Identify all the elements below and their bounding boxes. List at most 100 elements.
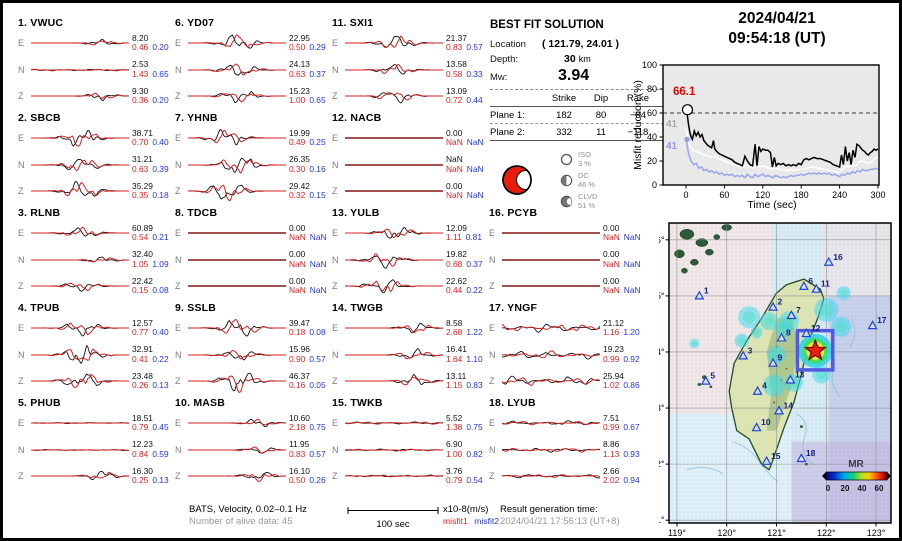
misfit2-value: 0.75 bbox=[309, 422, 326, 433]
focal-mechanism-beachball bbox=[502, 165, 532, 195]
channel-label: N bbox=[489, 254, 496, 265]
event-date: 2024/04/21 bbox=[738, 10, 816, 27]
series-reference-misfit bbox=[685, 139, 879, 179]
waveform-plot bbox=[345, 227, 443, 239]
waveform-plot bbox=[345, 63, 443, 75]
channel-row: Z 3.76 0.79 0.54 bbox=[332, 463, 486, 490]
amp-value: 0.00 bbox=[289, 249, 306, 260]
station-number: 14 bbox=[784, 400, 794, 410]
misfit1-value: 1.64 bbox=[446, 353, 463, 364]
waveform-plot bbox=[31, 471, 129, 481]
misfit1-value: 0.68 bbox=[446, 258, 463, 269]
misfit2-value: 0.82 bbox=[466, 448, 483, 459]
svg-text:100: 100 bbox=[642, 60, 657, 70]
misfit2-value: 0.15 bbox=[309, 190, 326, 201]
channel-row: N 19.23 0.99 0.92 bbox=[489, 342, 643, 369]
station-block: 5. PHUB E 18.51 0.79 0.45 N 12.23 0.84 0.59 Z 16.3… bbox=[18, 397, 172, 490]
channel-row: E 39.47 0.18 0.08 bbox=[175, 315, 329, 342]
misfit2-value: 0.22 bbox=[466, 285, 483, 296]
station-marker bbox=[694, 290, 705, 300]
svg-text:41: 41 bbox=[666, 141, 678, 152]
time-scalebar: 100 sec bbox=[347, 506, 439, 532]
amplitude-units: x10-8(m/s) bbox=[443, 504, 489, 515]
amp-value: 13.11 bbox=[446, 370, 467, 381]
waveform-plot bbox=[31, 158, 129, 171]
channel-row: N 13.58 0.58 0.33 bbox=[332, 57, 486, 84]
channel-row: E 21.37 0.83 0.57 bbox=[332, 30, 486, 57]
station-marker bbox=[752, 385, 763, 395]
channel-row: E 8.20 0.46 0.20 bbox=[18, 30, 172, 57]
channel-row: Z 13.09 0.72 0.44 bbox=[332, 83, 486, 110]
channel-row: E 0.00 NaN NaN bbox=[332, 125, 486, 152]
scalebar-line bbox=[347, 507, 439, 514]
svg-text:23°: 23° bbox=[659, 403, 665, 413]
waveform-plot bbox=[345, 35, 443, 49]
misfit2-value: 0.37 bbox=[466, 258, 483, 269]
amp-value: 3.76 bbox=[446, 465, 463, 476]
station-number: 15 bbox=[771, 451, 781, 461]
best-misfit-marker bbox=[681, 104, 694, 116]
misfit2-value: 0.92 bbox=[623, 353, 640, 364]
waveform-plot bbox=[188, 472, 286, 483]
misfit2-value: 0.65 bbox=[309, 95, 326, 106]
channel-label: E bbox=[18, 418, 25, 429]
svg-text:22°: 22° bbox=[659, 459, 665, 469]
station-block: 11. SXI1 E 21.37 0.83 0.57 N 13.58 0.58 0.33 Z 13.… bbox=[332, 17, 486, 110]
amp-value: 16.41 bbox=[446, 344, 467, 355]
waveform-plot bbox=[31, 323, 129, 337]
misfit1-value: NaN bbox=[446, 190, 463, 201]
station-title: 9. SSLB bbox=[175, 302, 217, 314]
channel-label: Z bbox=[18, 186, 24, 197]
station-block: 9. SSLB E 39.47 0.18 0.08 N 15.96 0.90 0.57 Z 46.3… bbox=[175, 302, 329, 395]
station-title: 5. PHUB bbox=[18, 397, 61, 409]
channel-row: Z 0.00 NaN NaN bbox=[332, 178, 486, 205]
amp-value: 2.66 bbox=[603, 465, 620, 476]
station-marker bbox=[768, 301, 779, 311]
misfit2-value: NaN bbox=[466, 190, 484, 201]
svg-text:25°: 25° bbox=[659, 291, 665, 301]
waveform-plot bbox=[502, 232, 600, 235]
station-title: 13. YULB bbox=[332, 207, 380, 219]
station-number: 8 bbox=[786, 327, 791, 337]
waveform-plot bbox=[188, 34, 286, 49]
station-number: 12 bbox=[811, 323, 821, 333]
channel-row: N 2.53 1.43 0.65 bbox=[18, 57, 172, 84]
amp-value: 0.00 bbox=[603, 275, 620, 286]
misfit1-value: 0.44 bbox=[446, 285, 463, 296]
waveform-plot bbox=[188, 285, 286, 288]
station-block: 6. YD07 E 22.95 0.50 0.29 N 24.13 0.63 0.37 Z 15.2… bbox=[175, 17, 329, 110]
station-block: 2. SBCB E 38.71 0.70 0.40 N 31.21 0.63 0.39 Z 35.2… bbox=[18, 112, 172, 205]
amp-value: 0.00 bbox=[289, 275, 306, 286]
misfit1-value: NaN bbox=[446, 137, 463, 148]
channel-label: Z bbox=[175, 471, 181, 482]
channel-row: N 0.00 NaN NaN bbox=[175, 247, 329, 274]
svg-text:21°: 21° bbox=[659, 515, 665, 525]
channel-row: Z 0.00 NaN NaN bbox=[175, 273, 329, 300]
misfit2-value: 0.05 bbox=[309, 380, 326, 391]
amp-value: 16.10 bbox=[289, 465, 310, 476]
channel-row: Z 25.94 1.02 0.86 bbox=[489, 368, 643, 395]
misfit2-value: 0.08 bbox=[309, 327, 326, 338]
station-block: 16. PCYB E 0.00 NaN NaN N 0.00 NaN NaN Z 0.00 NaN Na… bbox=[489, 207, 643, 300]
channel-row: E 12.57 0.77 0.40 bbox=[18, 315, 172, 342]
misfit2-value: 0.57 bbox=[309, 353, 326, 364]
misfit2-value: 0.57 bbox=[309, 448, 326, 459]
misfit1-value: 0.99 bbox=[603, 422, 620, 433]
svg-text:80: 80 bbox=[647, 84, 657, 94]
dataset-line: BATS, Velocity, 0.02–0.1 Hz bbox=[189, 504, 307, 515]
waveform-plot bbox=[188, 157, 286, 174]
clvd-item: CLVD 51 % bbox=[560, 191, 597, 212]
misfit1-value: 0.30 bbox=[289, 163, 306, 174]
misfit1-value: 0.18 bbox=[289, 327, 306, 338]
waveform-plot bbox=[188, 63, 286, 76]
misfit2-value: 0.57 bbox=[466, 42, 483, 53]
station-block: 12. NACB E 0.00 NaN NaN N NaN NaN NaN Z 0.00 NaN NaN bbox=[332, 112, 486, 205]
channel-label: E bbox=[332, 133, 339, 144]
misfit2-value: 1.09 bbox=[152, 258, 169, 269]
misfit1-value: 2.18 bbox=[289, 422, 306, 433]
misfit2-value: 1.10 bbox=[466, 353, 483, 364]
misfit2-value: 0.13 bbox=[152, 380, 169, 391]
misfit1-value: 0.79 bbox=[446, 475, 463, 486]
misfit1-value: NaN bbox=[603, 232, 620, 243]
misfit2-value: 0.29 bbox=[309, 42, 326, 53]
